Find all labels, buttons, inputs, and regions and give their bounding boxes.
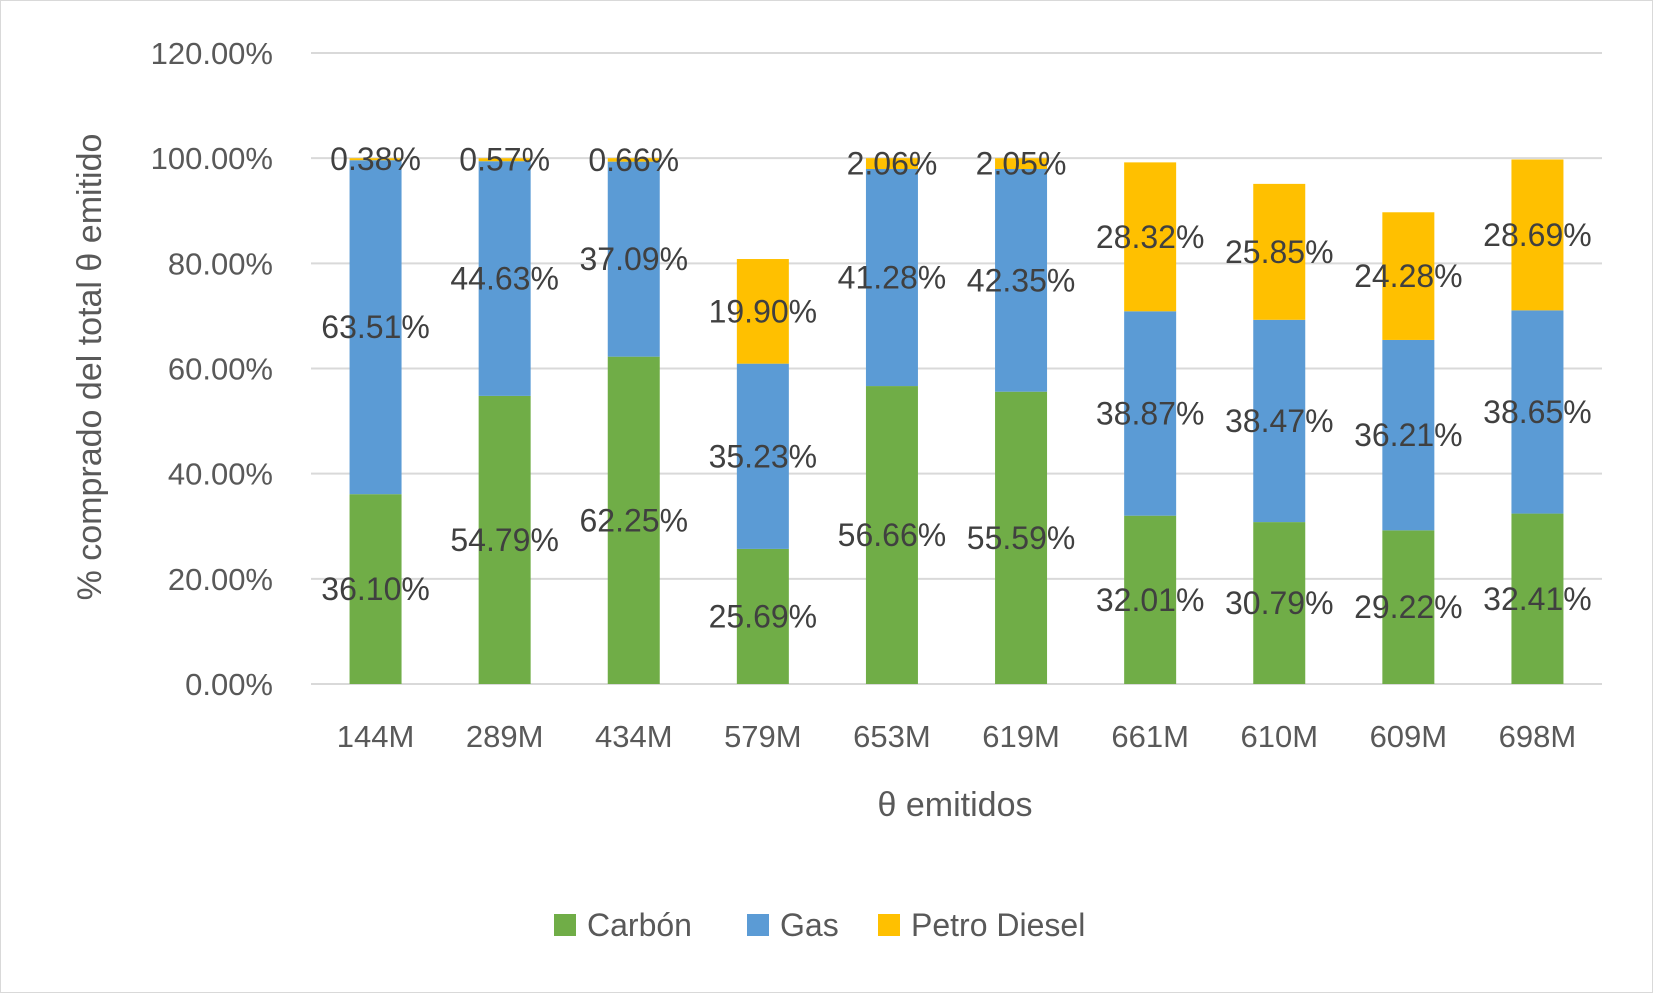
data-label: 32.01%: [1096, 582, 1205, 618]
bar-segment: [1253, 522, 1306, 684]
bar-segment: [349, 494, 402, 684]
bar-segment: [607, 158, 660, 162]
bar-segment: [349, 158, 402, 161]
x-tick-label: 619M: [982, 719, 1060, 754]
data-label: 62.25%: [579, 502, 688, 538]
data-label: 44.63%: [450, 261, 559, 297]
data-label: 2.05%: [976, 146, 1067, 182]
x-axis-ticks: 144M 289M 434M 579M 653M 619M 661M 610M 609M 698M: [337, 719, 1576, 754]
bar-segment: [995, 168, 1048, 392]
data-label: 29.22%: [1354, 589, 1463, 625]
bar-segment: [1253, 183, 1306, 320]
x-tick-label: 579M: [724, 719, 802, 754]
data-label: 30.79%: [1225, 585, 1334, 621]
data-label: 41.28%: [838, 260, 947, 296]
bar-segment: [995, 158, 1048, 169]
x-tick-label: 609M: [1370, 719, 1448, 754]
y-axis-title: % comprado del total θ emitido: [71, 134, 109, 601]
data-label: 54.79%: [450, 522, 559, 558]
legend-swatch: [878, 914, 900, 936]
bar-segment: [1382, 212, 1435, 340]
bar-segment: [1124, 311, 1177, 516]
bar-segment: [1382, 530, 1435, 684]
bar-segment: [865, 386, 918, 684]
data-label: 25.69%: [709, 598, 818, 634]
legend-swatch: [747, 914, 769, 936]
data-label: 35.23%: [709, 438, 818, 474]
bar-segment: [478, 395, 531, 684]
data-label: 55.59%: [967, 520, 1076, 556]
bar-segment: [736, 259, 789, 364]
data-labels: 36.10% 63.51% 0.38% 54.79% 44.63% 0.57% 62.25%…: [321, 141, 1591, 634]
x-tick-label: 653M: [853, 719, 931, 754]
data-label: 63.51%: [321, 309, 430, 345]
legend-label: Carbón: [587, 907, 692, 943]
bar-segment: [995, 391, 1048, 684]
x-tick-label: 698M: [1499, 719, 1577, 754]
y-tick-label: 100.00%: [151, 141, 273, 176]
legend-swatch: [554, 914, 576, 936]
bar-segment: [865, 158, 918, 169]
y-tick-label: 0.00%: [185, 667, 273, 702]
data-label: 42.35%: [967, 262, 1076, 298]
bar-segment: [607, 356, 660, 684]
bar-segment: [1511, 310, 1564, 514]
bar-segment: [349, 160, 402, 495]
data-label: 28.32%: [1096, 219, 1205, 255]
bar-segment: [1382, 339, 1435, 531]
legend-label: Gas: [780, 907, 839, 943]
data-label: 32.41%: [1483, 581, 1592, 617]
legend-label: Petro Diesel: [911, 907, 1085, 943]
y-tick-label: 120.00%: [151, 36, 273, 71]
data-label: 0.57%: [459, 142, 550, 178]
data-label: 38.47%: [1225, 403, 1334, 439]
data-label: 37.09%: [579, 241, 688, 277]
y-tick-label: 40.00%: [168, 457, 273, 492]
data-label: 0.66%: [588, 142, 679, 178]
x-axis-title: θ emitidos: [878, 786, 1033, 824]
data-label: 56.66%: [838, 517, 947, 553]
data-label: 36.10%: [321, 571, 430, 607]
bars: [349, 158, 1564, 684]
data-label: 25.85%: [1225, 234, 1334, 270]
x-tick-label: 610M: [1240, 719, 1318, 754]
y-tick-label: 60.00%: [168, 352, 273, 387]
data-label: 2.06%: [847, 146, 938, 182]
x-tick-label: 144M: [337, 719, 415, 754]
y-axis-ticks: 0.00% 20.00% 40.00% 60.00% 80.00% 100.00% 120.…: [151, 36, 273, 702]
bar-segment: [1124, 515, 1177, 684]
bar-segment: [736, 548, 789, 684]
data-label: 36.21%: [1354, 417, 1463, 453]
bar-segment: [865, 168, 918, 387]
bar-segment: [1511, 513, 1564, 684]
bar-segment: [478, 158, 531, 162]
data-label: 0.38%: [330, 141, 421, 177]
data-label: 19.90%: [709, 293, 818, 329]
x-tick-label: 661M: [1111, 719, 1189, 754]
bar-segment: [736, 363, 789, 549]
bar-segment: [1124, 162, 1177, 312]
legend: Carbón Gas Petro Diesel: [554, 907, 1085, 943]
y-tick-label: 80.00%: [168, 246, 273, 281]
bar-segment: [1253, 319, 1306, 523]
y-tick-label: 20.00%: [168, 562, 273, 597]
data-label: 24.28%: [1354, 258, 1463, 294]
x-tick-label: 434M: [595, 719, 673, 754]
x-tick-label: 289M: [466, 719, 544, 754]
bar-segment: [478, 161, 531, 396]
data-label: 38.87%: [1096, 395, 1205, 431]
bar-segment: [607, 161, 660, 357]
data-label: 38.65%: [1483, 394, 1592, 430]
data-label: 28.69%: [1483, 217, 1592, 253]
bar-segment: [1511, 159, 1564, 311]
